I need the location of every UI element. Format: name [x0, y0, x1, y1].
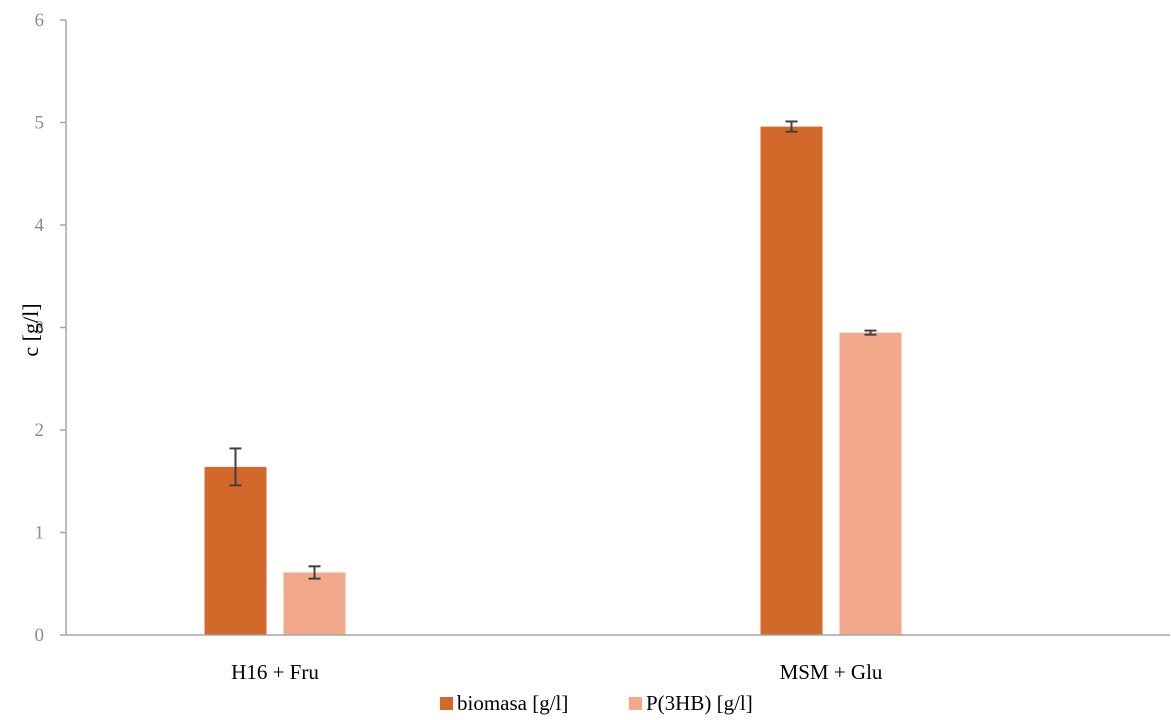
x-category-label: MSM + Glu: [780, 660, 883, 684]
legend-label: P(3HB) [g/l]: [646, 691, 753, 715]
y-tick-label: 5: [35, 113, 45, 134]
y-axis-title: c [g/l]: [18, 303, 43, 356]
y-tick-label: 1: [35, 523, 45, 544]
legend-label: biomasa [g/l]: [457, 691, 568, 715]
bar: [205, 467, 267, 635]
legend: biomasa [g/l] P(3HB) [g/l]: [440, 691, 753, 715]
y-tick-label: 4: [35, 215, 45, 236]
bar: [761, 127, 823, 635]
legend-swatch: [629, 697, 642, 710]
y-tick-label: 6: [35, 10, 45, 31]
bar: [284, 572, 346, 635]
bar: [840, 333, 902, 635]
y-tick-label: 2: [35, 420, 45, 441]
x-axis: H16 + Fru MSM + Glu: [66, 635, 1170, 684]
bars: [205, 121, 902, 635]
x-category-label: H16 + Fru: [231, 660, 319, 684]
legend-swatch: [440, 697, 453, 710]
y-tick-label: 0: [35, 625, 45, 646]
